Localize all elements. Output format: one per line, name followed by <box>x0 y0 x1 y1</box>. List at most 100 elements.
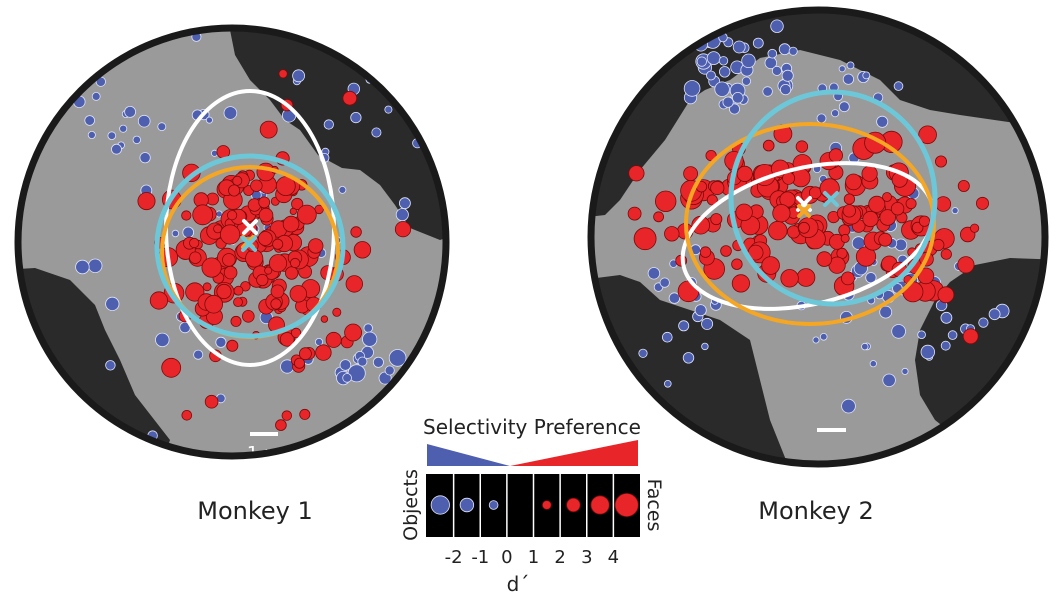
object-site-dot <box>388 349 407 367</box>
face-site-dot <box>270 284 285 299</box>
face-site-dot <box>185 282 205 302</box>
face-site-dot <box>436 93 446 108</box>
legend-object-dot <box>430 495 450 515</box>
face-site-dot <box>275 419 287 431</box>
object-site-dot <box>706 70 716 81</box>
face-site-dot <box>291 197 304 211</box>
legend-cells <box>430 474 639 537</box>
face-site-dot <box>798 221 810 234</box>
object-site-dot <box>348 34 358 44</box>
monkey1-rim <box>14 24 450 460</box>
face-site-dot <box>181 210 192 221</box>
face-site-dot <box>782 171 796 185</box>
face-site-dot <box>296 204 317 225</box>
object-site-dot <box>372 356 384 368</box>
face-site-dot <box>664 226 680 242</box>
object-site-dot <box>387 67 397 77</box>
object-site-dot <box>951 207 959 215</box>
face-site-dot <box>201 257 222 278</box>
object-site-dot <box>75 259 90 275</box>
object-site-dot <box>223 106 238 120</box>
monkey1-white-centroid <box>242 219 258 235</box>
object-site-dot <box>84 115 95 126</box>
object-site-dot <box>339 359 352 371</box>
object-site-dot <box>398 197 411 210</box>
face-site-dot <box>369 49 384 64</box>
face-site-dot <box>957 179 970 192</box>
face-site-dot <box>289 285 308 303</box>
object-site-dot <box>920 344 936 360</box>
object-site-dot <box>182 226 195 239</box>
face-site-dot <box>204 294 224 314</box>
face-site-dot <box>353 241 372 259</box>
face-site-dot <box>918 215 931 227</box>
selectivity-legend: Selectivity Preference Objects Faces -2-… <box>400 415 665 596</box>
object-site-dot <box>243 477 251 485</box>
face-site-dot <box>308 238 324 254</box>
face-site-dot <box>137 192 156 211</box>
object-site-dot <box>111 143 122 155</box>
face-site-dot <box>627 206 642 221</box>
object-site-dot <box>842 73 855 85</box>
face-site-dot <box>315 344 332 361</box>
face-site-dot <box>281 410 293 421</box>
object-site-dot <box>841 398 856 414</box>
object-site-dot <box>193 349 204 360</box>
object-site-dot <box>323 119 334 130</box>
monkey2-label: Monkey 2 <box>758 497 874 525</box>
face-site-dot <box>862 210 879 228</box>
monkey1-label: Monkey 1 <box>197 497 313 525</box>
face-site-dot <box>204 394 219 409</box>
face-site-dot <box>181 409 193 421</box>
face-site-dot <box>232 175 243 186</box>
object-site-dot <box>988 308 1001 321</box>
object-site-dot <box>362 331 378 347</box>
monkey2-cyan-centroid <box>823 191 839 207</box>
face-site-dot <box>768 220 788 241</box>
legend-object-dot <box>488 500 499 510</box>
face-site-dot <box>840 233 850 243</box>
object-site-dot <box>701 317 714 330</box>
object-site-dot <box>816 113 827 124</box>
face-site-dot <box>655 190 677 213</box>
object-site-dot <box>741 53 756 69</box>
legend-face-dot <box>590 495 610 515</box>
object-site-dot <box>917 330 926 340</box>
object-site-dot <box>714 81 730 97</box>
object-site-dot <box>105 360 116 371</box>
object-site-dot <box>314 337 323 346</box>
legend-object-dot <box>459 497 475 513</box>
face-site-dot <box>345 275 364 293</box>
object-site-dot <box>363 323 373 333</box>
face-site-dot <box>385 59 395 70</box>
object-site-dot <box>741 76 752 86</box>
object-site-dot <box>124 106 137 118</box>
face-site-dot <box>879 209 896 226</box>
object-site-dot <box>838 101 850 113</box>
face-site-dot <box>250 179 263 192</box>
face-site-dot <box>278 69 288 79</box>
face-site-dot <box>299 408 311 420</box>
face-site-dot <box>350 226 362 238</box>
object-site-dot <box>762 86 773 97</box>
face-site-dot <box>828 148 844 163</box>
object-site-dot <box>371 127 382 138</box>
face-site-dot <box>242 309 255 323</box>
face-site-dot <box>363 42 378 57</box>
face-site-dot <box>394 221 412 238</box>
face-site-dot <box>320 315 329 323</box>
object-site-dot <box>119 124 128 133</box>
object-site-dot <box>891 324 906 339</box>
face-site-dot <box>289 207 297 215</box>
object-site-dot <box>767 48 778 59</box>
monkey1-cyan-fit <box>154 153 346 339</box>
object-site-dot <box>171 229 180 238</box>
face-site-dot <box>842 204 857 218</box>
legend-axis-label: d´ <box>507 572 530 596</box>
object-site-dot <box>901 367 909 375</box>
object-site-dot <box>722 96 734 108</box>
face-site-dot <box>932 238 945 252</box>
face-site-dot <box>161 357 182 378</box>
face-site-dot <box>816 251 833 267</box>
object-site-dot <box>940 311 953 324</box>
